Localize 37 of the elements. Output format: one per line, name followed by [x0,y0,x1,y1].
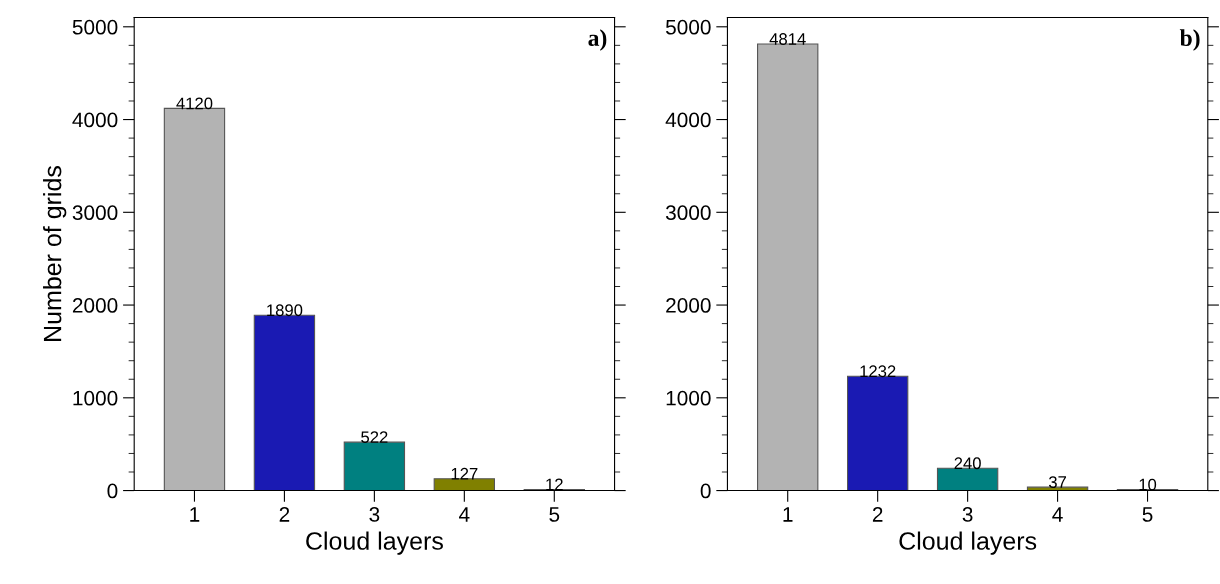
y-tick-label: 4000 [72,112,118,128]
y-tick-label: 5000 [665,19,711,35]
x-tick-label: 2 [872,507,883,522]
y-tick-label: 3000 [665,205,711,221]
y-tick-label: 1000 [73,390,118,406]
data-label: 4814 [769,33,806,45]
data-label: 10 [1139,478,1157,491]
data-label: 4120 [176,97,213,110]
x-axis-title: Cloud layers [306,531,443,555]
y-tick-label: 0 [107,483,118,499]
y-tick-label: 0 [700,483,711,499]
data-label: 12 [546,478,563,491]
annotation: b) [1179,29,1200,51]
x-tick-label: 3 [962,507,973,522]
data-label: 127 [451,467,478,480]
x-tick-label: 1 [190,507,200,522]
y-tick-label: 5000 [72,19,118,35]
y-tick-label: 2000 [72,298,118,313]
data-label: 1232 [860,365,896,378]
x-tick-label: 3 [369,507,380,522]
x-tick-label: 5 [549,507,560,522]
y-tick-label: 3000 [72,205,118,221]
y-tick-label: 2000 [666,298,711,313]
y-tick-label: 1000 [666,390,711,406]
x-axis-title: Cloud layers [899,531,1037,555]
x-tick-label: 5 [1142,507,1153,522]
x-tick-label: 4 [1052,507,1063,522]
y-axis-title: Number of grids [43,166,67,341]
data-label: 37 [1048,476,1067,488]
x-tick-label: 2 [279,507,290,522]
data-label: 1890 [267,304,303,317]
x-tick-label: 1 [783,507,793,522]
data-label: 240 [954,457,981,470]
data-label: 522 [361,431,388,444]
x-tick-label: 4 [459,507,470,522]
annotation: a) [588,29,607,51]
y-tick-label: 4000 [665,112,711,128]
